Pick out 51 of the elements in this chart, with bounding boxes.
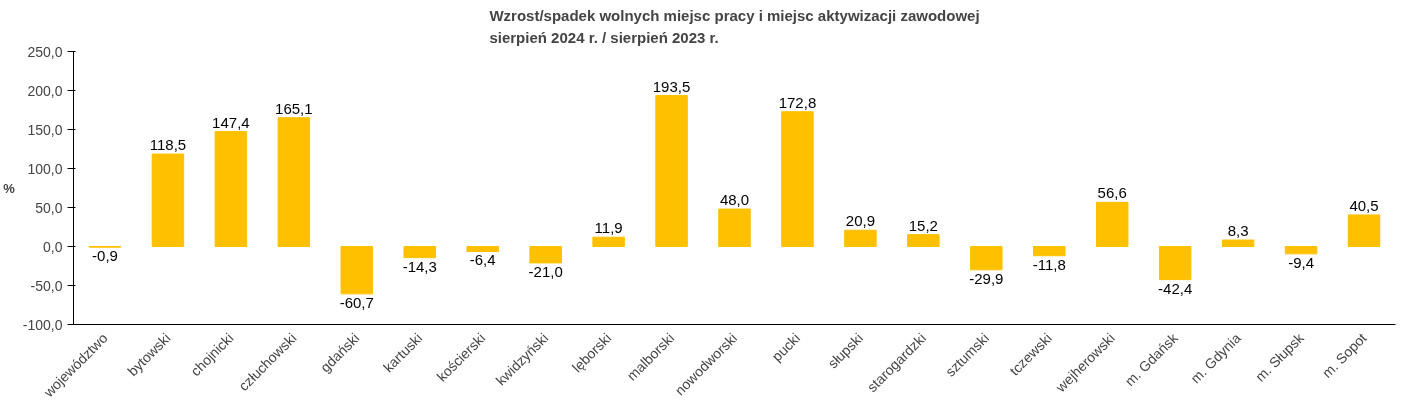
bar (529, 246, 562, 264)
y-tick-label: 150,0 (27, 121, 63, 138)
data-label: -6,4 (469, 251, 496, 269)
y-tick-label: -50,0 (30, 277, 63, 294)
bar (277, 117, 311, 247)
data-label: -29,9 (969, 269, 1004, 287)
bar (466, 246, 499, 252)
bar (1284, 246, 1318, 255)
data-label: 165,1 (275, 99, 313, 117)
bar (340, 246, 374, 295)
data-label: -21,0 (528, 262, 563, 280)
data-label: -0,9 (92, 247, 118, 265)
bar (907, 234, 940, 247)
data-label: -60,7 (339, 293, 374, 311)
data-label: -14,3 (402, 257, 437, 275)
bar (1347, 214, 1381, 247)
data-label: 40,5 (1349, 196, 1379, 214)
data-label: 193,5 (652, 77, 691, 95)
data-label: 147,4 (212, 113, 250, 131)
y-axis-title: % (3, 180, 16, 196)
y-tick-label: -100,0 (22, 316, 63, 333)
y-tick-label: 50,0 (35, 199, 63, 216)
bar (151, 153, 185, 247)
bar (844, 229, 877, 247)
bar (403, 246, 436, 259)
data-label: 20,9 (845, 212, 876, 230)
bar (1033, 246, 1066, 257)
y-tick-label: 250,0 (27, 43, 63, 60)
data-label: -42,4 (1158, 279, 1193, 297)
bar (655, 95, 688, 247)
bar (718, 208, 751, 247)
y-tick-label: 100,0 (27, 160, 63, 177)
y-tick-label: 200,0 (27, 82, 63, 99)
data-label: 11,9 (594, 219, 623, 237)
data-label: 48,0 (719, 191, 750, 209)
bar (970, 246, 1003, 271)
bar (214, 131, 248, 247)
bar (1095, 201, 1129, 247)
bar (781, 111, 814, 247)
bar (1158, 246, 1192, 281)
data-label: -9,4 (1288, 253, 1315, 271)
data-label: 15,2 (908, 216, 938, 234)
data-label: 118,5 (149, 136, 187, 154)
data-label: 8,3 (1227, 222, 1249, 240)
data-label: -11,8 (1032, 255, 1066, 273)
y-tick-label: 0,0 (43, 238, 63, 255)
chart-title: Wzrost/spadek wolnych miejsc pracy i miejsc aktywizacji zawodowej sierpień 2024 r. / sierpień 2023 r. (489, 7, 980, 47)
bar (1221, 239, 1255, 247)
bar (592, 236, 625, 247)
data-label: 56,6 (1097, 184, 1127, 202)
data-label: 172,8 (778, 93, 817, 111)
